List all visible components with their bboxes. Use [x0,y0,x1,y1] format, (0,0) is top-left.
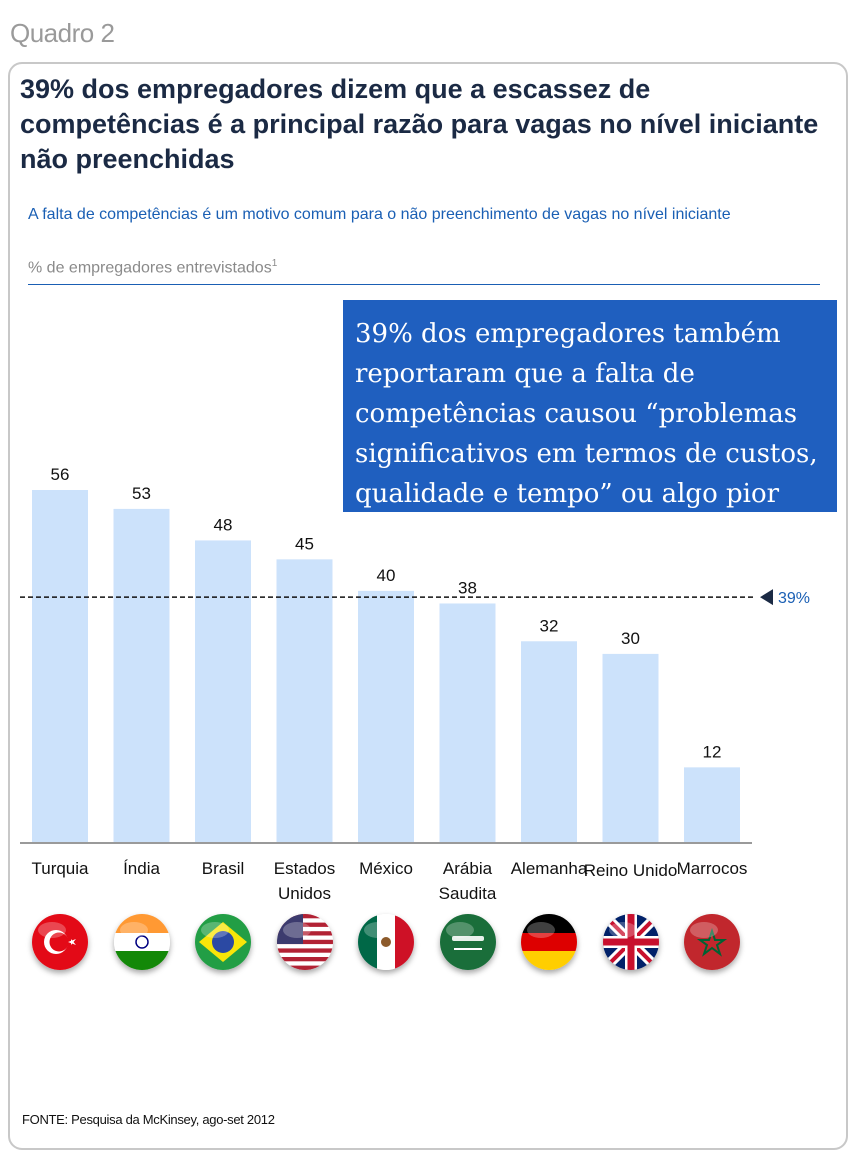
bar-1 [113,508,170,843]
germany-flag-icon [521,914,577,970]
country-label-4: México [359,859,413,878]
value-label-8: 12 [703,742,722,761]
india-flag-icon [113,914,170,970]
country-label-1: Índia [123,859,160,878]
chart-card [8,62,848,1150]
value-label-0: 56 [51,465,70,484]
bar-3 [276,559,333,843]
bar-8 [684,767,740,843]
reference-arrow [760,589,773,606]
turkey-flag-icon [32,914,88,970]
country-label-7: Reino Unido [583,861,678,880]
bar-7 [602,653,659,843]
bar-6 [521,641,577,843]
country-label-6: Alemanha [510,859,588,878]
chart-subtitle: A falta de competências é um motivo comu… [28,206,731,223]
value-label-3: 45 [295,534,314,553]
value-label-7: 30 [621,629,640,648]
uk-flag-icon [602,914,659,970]
value-label-1: 53 [132,484,151,503]
country-label-8: Marrocos [676,859,748,878]
brazil-flag-icon [195,914,251,970]
chart-title: 39% dos empregadores dizem que a escasse… [20,74,819,174]
value-label-4: 40 [377,566,396,585]
unit-label: % de empregadores entrevistados1 [28,258,277,277]
unit-footnote: 1 [271,258,278,269]
bar-4 [358,590,414,843]
bar-2 [195,540,251,843]
country-label-2: Brasil [201,859,245,878]
saudi-arabia-flag-icon [439,914,496,970]
value-label-5: 38 [458,578,477,597]
exhibit-label: Quadro 2 [10,18,115,48]
header-rule [28,284,820,285]
reference-label: 39% [778,590,810,607]
bar-0 [32,490,88,843]
morocco-flag-icon [684,914,740,970]
mexico-flag-icon [358,914,414,970]
bar-5 [439,603,496,843]
value-label-6: 32 [540,616,559,635]
callout-box: 39% dos empregadores também reportaram q… [343,300,837,512]
usa-flag-icon [276,914,333,970]
unit-text: % de empregadores entrevistados [28,259,272,277]
value-label-2: 48 [214,515,233,534]
source-note: FONTE: Pesquisa da McKinsey, ago-set 201… [22,1112,275,1127]
country-label-0: Turquia [31,859,89,878]
country-label-3: Estados Unidos [273,859,336,903]
country-label-5: Arábia Saudita [438,859,497,903]
